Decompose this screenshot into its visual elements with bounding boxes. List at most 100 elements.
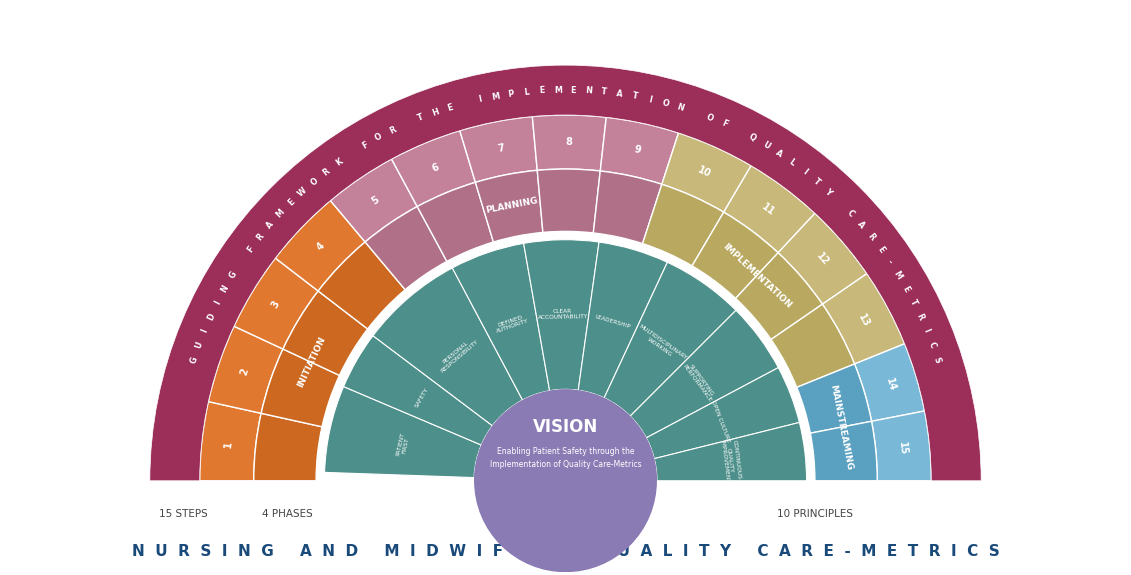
Text: R: R [254,232,266,243]
Text: A: A [265,220,276,231]
Text: M: M [892,270,904,281]
Wedge shape [474,389,657,481]
Text: F: F [720,118,728,129]
Text: A: A [855,220,866,231]
Wedge shape [654,423,806,481]
Text: O: O [662,98,670,108]
Text: I: I [648,95,653,104]
Wedge shape [872,411,931,481]
Wedge shape [601,117,679,185]
Text: C: C [845,208,856,219]
Text: IMPLEMENTATION: IMPLEMENTATION [720,242,793,310]
Text: S: S [932,356,942,364]
Text: N  U  R  S  I  N  G     A  N  D     M  I  D  W  I  F  E  R  Y     Q  U  A  L  I : N U R S I N G A N D M I D W I F E R Y Q … [131,544,1000,559]
Text: O: O [373,132,383,143]
Text: 7: 7 [497,143,506,154]
Text: 3: 3 [270,300,282,310]
Text: 4: 4 [314,240,327,252]
Text: W: W [296,185,309,198]
Wedge shape [234,258,318,349]
Text: T: T [632,91,639,101]
Text: E: E [286,197,296,208]
Text: 15 STEPS: 15 STEPS [158,509,207,519]
Wedge shape [200,401,261,481]
Text: G: G [189,355,199,365]
Text: I: I [200,328,209,334]
Text: 12: 12 [814,251,830,268]
Text: I: I [801,167,809,176]
Text: 10: 10 [697,164,713,179]
Text: 2: 2 [239,367,251,377]
Wedge shape [662,133,751,212]
Text: M: M [275,208,286,220]
Text: U: U [193,341,205,350]
Wedge shape [330,159,417,242]
Wedge shape [275,201,365,291]
Ellipse shape [474,389,657,572]
Text: DEFINED
AUTHORITY: DEFINED AUTHORITY [493,313,529,334]
Wedge shape [533,115,606,171]
Wedge shape [735,253,822,339]
Wedge shape [417,182,493,262]
Wedge shape [822,274,905,364]
Text: N: N [585,86,593,95]
Text: T: T [812,176,822,187]
Wedge shape [724,166,815,253]
Text: I: I [213,299,223,306]
Wedge shape [692,212,778,298]
Wedge shape [373,268,523,426]
Text: Enabling Patient Safety through the
Implementation of Quality Care-Metrics: Enabling Patient Safety through the Impl… [490,447,641,469]
Wedge shape [208,326,283,413]
Text: 14: 14 [883,377,897,393]
Text: U: U [761,140,771,151]
Wedge shape [810,421,878,481]
Text: H: H [431,107,440,118]
Wedge shape [594,171,662,244]
Text: F: F [361,140,370,151]
Text: 8: 8 [566,137,572,147]
Wedge shape [261,349,339,427]
Text: 4 PHASES: 4 PHASES [261,509,312,519]
Text: A: A [774,148,784,159]
Text: I: I [922,328,931,334]
Text: I: I [478,95,483,104]
Text: 15: 15 [897,441,908,455]
Wedge shape [537,169,601,233]
Text: T: T [908,298,918,307]
Wedge shape [778,213,867,304]
Text: PERSONAL
RESPONSIBILITY: PERSONAL RESPONSIBILITY [435,335,480,374]
Text: R: R [321,166,331,177]
Wedge shape [855,344,924,421]
Text: N: N [219,283,231,294]
Text: Q: Q [748,132,758,143]
Wedge shape [318,242,405,329]
Text: K: K [334,157,344,168]
Text: O: O [309,176,320,187]
Text: L: L [524,87,529,97]
Wedge shape [283,291,368,375]
Text: SUPPORTING
PERFORMANCE: SUPPORTING PERFORMANCE [681,361,717,403]
Wedge shape [796,364,872,433]
Wedge shape [149,65,982,481]
Text: LEADERSHIP: LEADERSHIP [594,314,631,329]
Text: SAFETY: SAFETY [414,387,429,408]
Text: E: E [570,86,576,95]
Text: M: M [491,91,501,101]
Wedge shape [630,310,778,438]
Text: 9: 9 [632,144,641,155]
Wedge shape [524,240,599,391]
Text: PATIENT
FIRST: PATIENT FIRST [396,432,411,458]
Wedge shape [460,117,537,182]
Text: O: O [706,112,715,123]
Text: Y: Y [823,186,834,197]
Text: 5: 5 [370,194,381,206]
Text: G: G [227,270,239,281]
Text: CONTINUOUS
QUALITY
IMPROVEMENT: CONTINUOUS QUALITY IMPROVEMENT [719,438,742,483]
Text: 1: 1 [224,440,234,448]
Wedge shape [365,206,447,290]
Text: E: E [875,245,886,254]
Wedge shape [344,336,492,445]
Wedge shape [578,242,667,398]
Text: T: T [602,87,607,97]
Wedge shape [604,262,736,416]
